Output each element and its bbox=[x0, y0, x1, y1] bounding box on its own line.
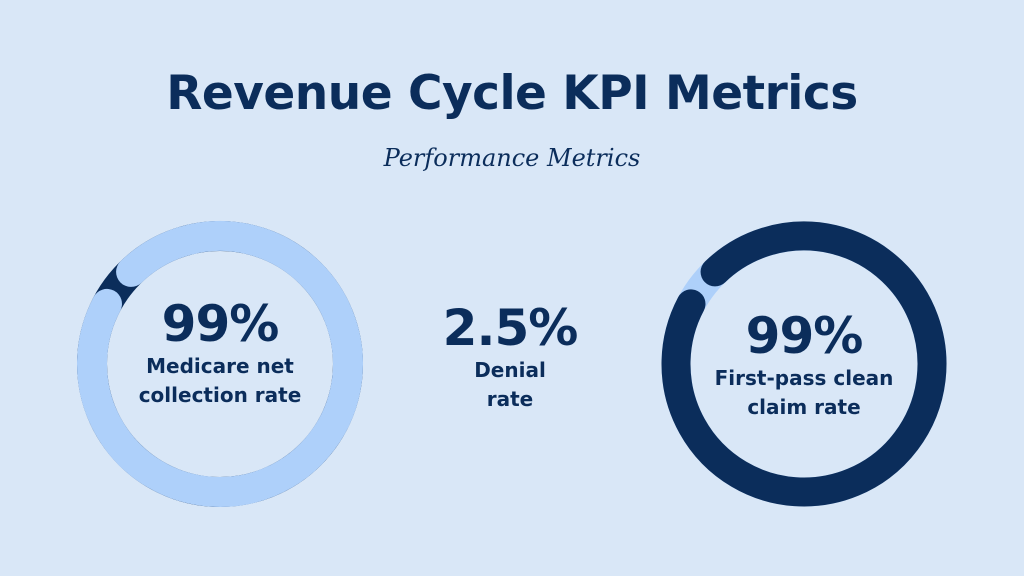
kpi-value: 99% bbox=[161, 295, 280, 353]
medicare-collection-donut bbox=[77, 221, 363, 507]
kpi-medicare-collection: 99% Medicare net collection rate bbox=[90, 296, 350, 410]
kpi-clean-claim: 99% First-pass clean claim rate bbox=[674, 308, 934, 422]
kpi-label: collection rate bbox=[138, 383, 302, 407]
page-subtitle: Performance Metrics bbox=[383, 144, 641, 172]
kpi-value: 2.5% bbox=[442, 299, 579, 357]
clean-claim-donut bbox=[661, 221, 947, 507]
kpi-denial-rate: 2.5% Denial rate bbox=[400, 300, 620, 414]
donut-fill-arc bbox=[77, 221, 363, 507]
kpi-label: Denial bbox=[474, 358, 546, 382]
page-title: Revenue Cycle KPI Metrics bbox=[166, 66, 858, 121]
kpi-label: First-pass clean bbox=[714, 366, 894, 390]
kpi-value: 99% bbox=[745, 307, 864, 365]
donut-fill-arc bbox=[661, 221, 947, 507]
kpi-label: claim rate bbox=[747, 395, 861, 419]
kpi-label: rate bbox=[486, 387, 534, 411]
kpi-label: Medicare net bbox=[146, 354, 294, 378]
